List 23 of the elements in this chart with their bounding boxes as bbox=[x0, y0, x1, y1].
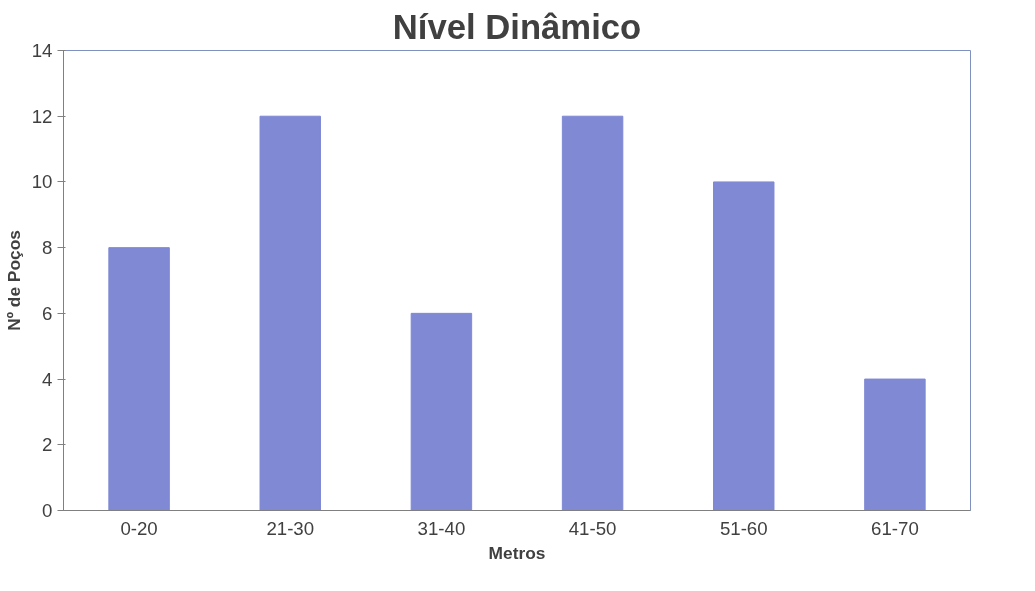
bar bbox=[561, 115, 624, 511]
y-tick-label: 2 bbox=[42, 434, 53, 456]
y-tick-label: 10 bbox=[31, 171, 53, 193]
bar bbox=[259, 115, 321, 511]
y-tick-label: 8 bbox=[42, 237, 53, 259]
x-tick-label: 0-20 bbox=[120, 517, 158, 539]
x-tick-label: 61-70 bbox=[871, 517, 919, 539]
y-tick-label: 0 bbox=[42, 500, 53, 521]
bar bbox=[713, 181, 775, 511]
chart-title: Nível Dinâmico bbox=[392, 7, 642, 46]
x-tick-label: 51-60 bbox=[719, 517, 768, 539]
y-axis-title: Nº de Poços bbox=[3, 230, 24, 331]
y-tick-label: 14 bbox=[31, 40, 53, 61]
bar bbox=[410, 312, 473, 511]
y-tick-label: 4 bbox=[42, 368, 53, 390]
y-tick-label: 12 bbox=[31, 105, 53, 127]
y-tick-label: 6 bbox=[42, 302, 53, 324]
x-tick-label: 41-50 bbox=[568, 517, 617, 539]
bar bbox=[864, 378, 926, 511]
x-tick-label: 21-30 bbox=[266, 517, 315, 539]
bar bbox=[108, 247, 170, 511]
x-tick-label: 31-40 bbox=[417, 517, 466, 539]
x-axis-title: Metros bbox=[488, 542, 546, 563]
